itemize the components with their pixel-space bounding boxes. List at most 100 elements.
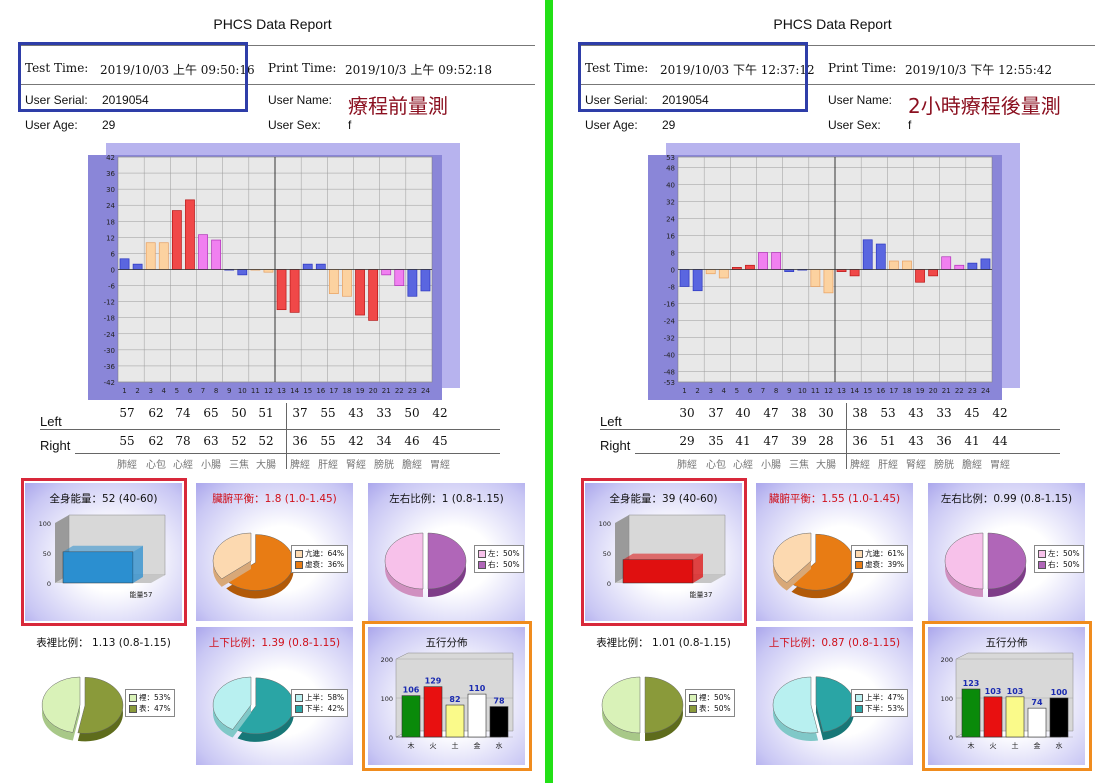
- x-tick-label: 20: [369, 387, 378, 395]
- meridian-label: 三焦: [229, 460, 249, 471]
- test-time-label: Test Time:: [585, 61, 649, 75]
- left-value: 30: [818, 406, 834, 420]
- surface-legend-2: 表：50%: [699, 704, 731, 713]
- balance-legend: 亢進：64% 虛衰：36%: [291, 545, 349, 573]
- meridian-bar: [849, 269, 860, 277]
- wuxing-category-label: 火: [990, 742, 997, 750]
- right-value: 47: [763, 434, 779, 448]
- meridian-label: 肝經: [318, 460, 338, 471]
- report-panel-before: PHCS Data Report Test Time: 2019/10/03 上…: [0, 0, 545, 783]
- left-value: 45: [964, 406, 980, 420]
- meridian-label: 胃經: [430, 460, 450, 471]
- surface-slice: [77, 677, 124, 734]
- wuxing-bar: [1005, 696, 1025, 738]
- lr-card: 左右比例：0.99 (0.8-1.15) 左：50% 右：50%: [928, 483, 1085, 621]
- left-value: 37: [708, 406, 724, 420]
- meridian-bar: [315, 263, 326, 270]
- left-value: 47: [763, 406, 779, 420]
- meridian-label: 三焦: [789, 460, 809, 471]
- y-tick-label: -8: [668, 283, 675, 291]
- user-age-value: 29: [662, 118, 676, 132]
- right-value: 51: [880, 434, 896, 448]
- meridian-label: 小腸: [761, 460, 781, 471]
- left-value: 55: [320, 406, 336, 420]
- meridian-bar: [185, 199, 195, 270]
- balance-title: 臟腑平衡：1.8 (1.0-1.45): [212, 493, 337, 505]
- x-tick-label: 16: [316, 387, 325, 395]
- wuxing-axis-tick: 0: [949, 734, 953, 742]
- meridian-label: 膽經: [962, 460, 982, 471]
- surface-title: 表裡比例： 1.13 (0.8-1.15): [36, 637, 171, 649]
- x-tick-label: 17: [329, 387, 338, 395]
- meridian-label: 心經: [173, 460, 193, 471]
- left-value: 51: [258, 406, 274, 420]
- right-value: 78: [175, 434, 191, 448]
- header-rule-bottom: [20, 84, 535, 85]
- right-value: 36: [936, 434, 952, 448]
- right-value: 41: [964, 434, 980, 448]
- wuxing-value-label: 106: [403, 686, 420, 695]
- meridian-bar: [302, 263, 313, 270]
- meridian-label: 腎經: [906, 460, 926, 471]
- wuxing-axis-tick: 0: [389, 734, 393, 742]
- y-tick-label: -32: [664, 334, 675, 342]
- left-value: 62: [148, 406, 164, 420]
- wuxing-bar: [401, 695, 421, 738]
- meridian-bar: [980, 258, 991, 270]
- left-value: 38: [852, 406, 868, 420]
- meridian-bar: [954, 264, 965, 270]
- right-value: 36: [852, 434, 868, 448]
- updown-card: 上下比例：1.39 (0.8-1.15) 上半：58% 下半：42%: [196, 627, 353, 765]
- left-value: 33: [936, 406, 952, 420]
- meridian-label: 胃經: [990, 460, 1010, 471]
- lr-title: 左右比例：1 (0.8-1.15): [389, 493, 504, 505]
- surface-title: 表裡比例： 1.01 (0.8-1.15): [596, 637, 731, 649]
- left-value: 42: [992, 406, 1008, 420]
- energy-axis-tick: 0: [47, 580, 51, 588]
- meridian-bar: [289, 269, 300, 313]
- meridian-bar: [394, 269, 405, 286]
- meridian-bar: [381, 269, 392, 276]
- x-tick-label: 4: [162, 387, 167, 395]
- left-value: 74: [175, 406, 191, 420]
- updown-legend: 上半：47% 下半：53%: [851, 689, 909, 717]
- x-tick-label: 4: [722, 387, 727, 395]
- y-tick-label: 48: [666, 165, 675, 173]
- x-tick-label: 10: [798, 387, 807, 395]
- x-tick-label: 2: [135, 387, 139, 395]
- meridian-bar: [862, 239, 873, 270]
- meridian-bar: [368, 269, 379, 321]
- updown-legend: 上半：58% 下半：42%: [291, 689, 349, 717]
- x-tick-label: 20: [929, 387, 938, 395]
- user-name-label: User Name:: [268, 93, 333, 107]
- updown-card: 上下比例：0.87 (0.8-1.15) 上半：47% 下半：53%: [756, 627, 913, 765]
- x-tick-label: 18: [902, 387, 911, 395]
- highlight-header-box: [18, 42, 248, 112]
- user-sex-value: f: [348, 118, 352, 132]
- balance-slice: [225, 534, 294, 591]
- print-time-label: Print Time:: [828, 61, 897, 75]
- updown-legend-1: 上半：58%: [305, 693, 345, 702]
- left-value: 43: [908, 406, 924, 420]
- meridian-label: 肺經: [677, 460, 697, 471]
- energy-card: 全身能量：39 (40-60) 100 50 0 能量37: [585, 483, 742, 621]
- left-value: 57: [119, 406, 135, 420]
- right-value: 45: [432, 434, 448, 448]
- x-tick-label: 16: [876, 387, 885, 395]
- meridian-bar: [132, 263, 143, 270]
- user-sex-label: User Sex:: [268, 118, 321, 132]
- wuxing-axis-tick: 100: [381, 695, 393, 703]
- measurement-annotation: 療程前量測: [348, 94, 448, 118]
- right-value: 46: [404, 434, 420, 448]
- user-age-label: User Age:: [25, 118, 78, 132]
- surface-legend: 裡：50% 表：50%: [685, 689, 735, 717]
- y-tick-label: -24: [104, 331, 116, 339]
- energy-axis-tick: 50: [43, 550, 51, 558]
- print-time-label: Print Time:: [268, 61, 337, 75]
- updown-slice: [212, 676, 252, 730]
- x-tick-label: 5: [735, 387, 739, 395]
- user-serial-value: 2019054: [102, 93, 149, 107]
- meridian-bar: [342, 269, 352, 297]
- wuxing-category-label: 水: [1056, 741, 1063, 750]
- surface-slice: [601, 676, 641, 734]
